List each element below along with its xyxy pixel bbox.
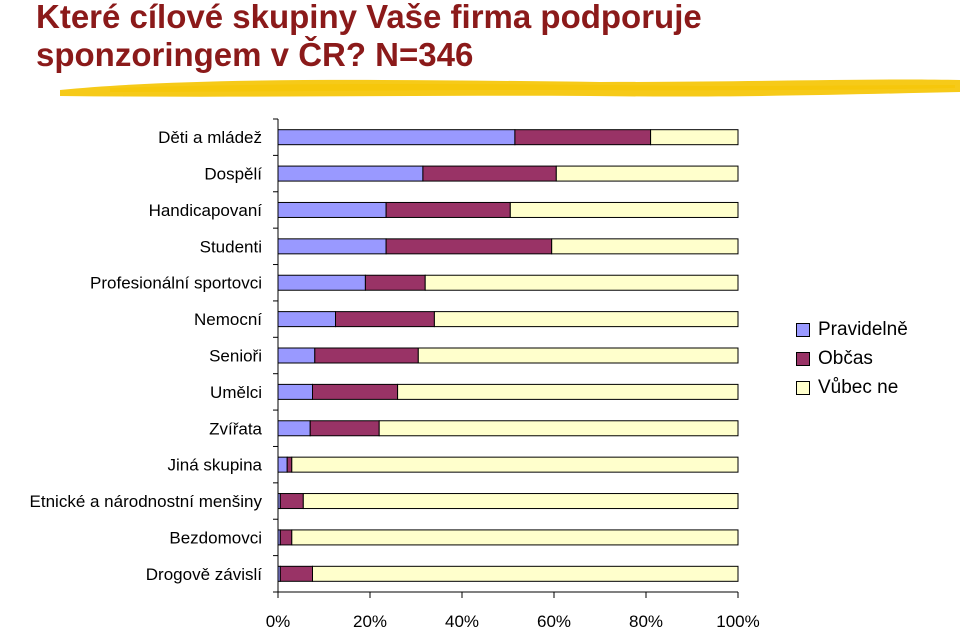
- legend: Pravidelně Občas Vůbec ne: [796, 315, 908, 402]
- title-highlight-stroke: [60, 79, 960, 97]
- bar-seniori-obcas: [314, 347, 419, 364]
- bar-dospeli-vubec-ne: [555, 165, 739, 182]
- category-label-etnicke-a-narodnostni-mensiny: Etnické a národnostní menšiny: [30, 492, 263, 511]
- bar-jina-skupina-vubec-ne: [291, 456, 739, 473]
- legend-item-obcas: Občas: [796, 344, 908, 373]
- x-tick-label: 0%: [266, 612, 291, 629]
- legend-label-obcas: Občas: [818, 347, 873, 369]
- bar-deti-a-mladez-vubec-ne: [650, 129, 739, 146]
- bar-zvirata-vubec-ne: [378, 420, 739, 437]
- category-label-seniori: Senioři: [209, 347, 262, 366]
- category-label-drogove-zavisli: Drogově závislí: [146, 565, 262, 584]
- bar-studenti-pravidelne: [277, 238, 387, 255]
- x-tick-label: 80%: [629, 612, 663, 629]
- x-tick-label: 60%: [537, 612, 571, 629]
- x-tick-label: 100%: [716, 612, 759, 629]
- bar-umelci-obcas: [312, 383, 399, 400]
- category-label-nemocni: Nemocní: [194, 310, 262, 329]
- bar-nemocni-obcas: [335, 311, 435, 328]
- category-label-bezdomovci: Bezdomovci: [169, 528, 262, 547]
- bar-seniori-pravidelne: [277, 347, 316, 364]
- bar-handicapovani-pravidelne: [277, 201, 387, 218]
- category-label-dospeli: Dospělí: [204, 165, 262, 184]
- category-label-jina-skupina: Jiná skupina: [167, 456, 262, 475]
- chart-title-line-1: Které cílové skupiny Vaše firma podporuj…: [36, 0, 702, 35]
- legend-label-pravidelne: Pravidelně: [818, 318, 908, 340]
- legend-label-vubec-ne: Vůbec ne: [818, 376, 899, 398]
- plot-area: Děti a mládež Dospělí Handicapovaní Student…: [30, 118, 760, 629]
- category-label-umelci: Umělci: [210, 383, 262, 402]
- bar-etnicke-a-narodnostni-mensiny-vubec-ne: [302, 493, 739, 510]
- bar-nemocni-vubec-ne: [433, 311, 739, 328]
- bar-umelci-pravidelne: [277, 383, 313, 400]
- bar-bezdomovci-obcas: [279, 529, 293, 546]
- bar-jina-skupina-obcas: [286, 456, 293, 473]
- bar-umelci-vubec-ne: [397, 383, 739, 400]
- category-label-studenti: Studenti: [200, 237, 262, 256]
- legend-swatch-vubec-ne: [796, 380, 810, 395]
- bar-handicapovani-obcas: [385, 201, 511, 218]
- bar-studenti-obcas: [385, 238, 553, 255]
- chart-title: Které cílové skupiny Vaše firma podporuj…: [36, 0, 936, 74]
- category-label-profesionalni-sportovci: Profesionální sportovci: [90, 274, 262, 293]
- bar-jina-skupina-pravidelne: [277, 456, 288, 473]
- bar-studenti-vubec-ne: [551, 238, 739, 255]
- bar-drogove-zavisli-vubec-ne: [312, 565, 739, 582]
- bar-zvirata-pravidelne: [277, 420, 311, 437]
- bar-profesionalni-sportovci-obcas: [364, 274, 426, 291]
- bar-dospeli-pravidelne: [277, 165, 424, 182]
- category-label-handicapovani: Handicapovaní: [149, 201, 263, 220]
- bar-seniori-vubec-ne: [417, 347, 739, 364]
- chart-title-line-2: sponzoringem v ČR? N=346: [36, 36, 474, 73]
- legend-item-pravidelne: Pravidelně: [796, 315, 908, 344]
- category-label-deti-a-mladez: Děti a mládež: [158, 128, 262, 147]
- bar-drogove-zavisli-obcas: [279, 565, 313, 582]
- legend-swatch-obcas: [796, 351, 810, 366]
- bar-nemocni-pravidelne: [277, 311, 336, 328]
- bar-etnicke-a-narodnostni-mensiny-obcas: [279, 493, 304, 510]
- bar-profesionalni-sportovci-pravidelne: [277, 274, 366, 291]
- bar-dospeli-obcas: [422, 165, 557, 182]
- bar-deti-a-mladez-pravidelne: [277, 129, 516, 146]
- bar-zvirata-obcas: [309, 420, 380, 437]
- bar-bezdomovci-vubec-ne: [291, 529, 739, 546]
- bar-handicapovani-vubec-ne: [509, 201, 739, 218]
- legend-swatch-pravidelne: [796, 322, 810, 337]
- x-tick-label: 20%: [353, 612, 387, 629]
- bar-deti-a-mladez-obcas: [514, 129, 652, 146]
- category-label-zvirata: Zvířata: [209, 419, 262, 438]
- x-tick-label: 40%: [445, 612, 479, 629]
- bar-profesionalni-sportovci-vubec-ne: [424, 274, 739, 291]
- legend-item-vubec-ne: Vůbec ne: [796, 373, 908, 402]
